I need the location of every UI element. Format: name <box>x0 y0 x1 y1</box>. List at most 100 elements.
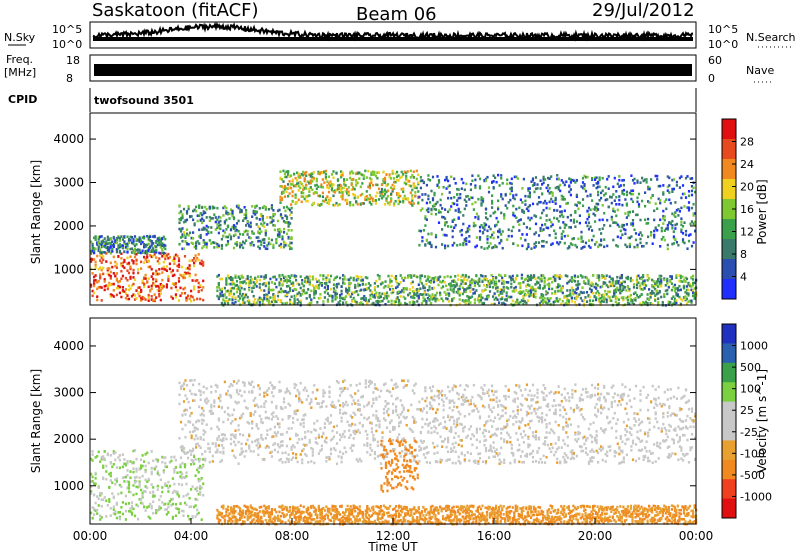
vel-ytick-label-3: 4000 <box>53 339 84 353</box>
vel-colorbar-swatch-7 <box>722 459 736 480</box>
vel-colorbar-tick-label-7: -1000 <box>740 490 772 503</box>
freq-tick-top: 18 <box>66 54 80 67</box>
nsky-left-tick-bottom: 10^0 <box>52 38 82 51</box>
power-colorbar-swatch-6 <box>722 239 736 260</box>
vel-colorbar-tick-label-3: 25 <box>740 404 754 417</box>
vel-colorbar-tick-label-5: -100 <box>740 447 765 460</box>
nsky-strip-frame <box>89 21 697 49</box>
velocity-y-ticks: 1000 2000 3000 4000 <box>53 339 696 493</box>
power-colorbar-tick-label-5: 8 <box>740 248 747 261</box>
nave-tick-top: 60 <box>708 54 722 67</box>
vel-colorbar-frame <box>721 323 737 519</box>
vel-colorbar-swatch-0 <box>722 324 736 344</box>
power-ytick-label-0: 1000 <box>53 262 84 276</box>
freq-strip-frame <box>89 54 697 82</box>
xtick-label-1: 04:00 <box>174 529 209 543</box>
vel-colorbar-swatch-5 <box>722 421 736 441</box>
power-echo-region-3 <box>279 169 420 207</box>
vel-colorbar-tick-label-6: -500 <box>740 469 765 482</box>
nsearch-right-tick-bottom: 10^0 <box>708 38 738 51</box>
velocity-xlabel: Time UT <box>367 540 418 554</box>
power-colorbar-swatch-4 <box>722 199 736 220</box>
nsky-label: N.Sky <box>4 31 36 44</box>
power-colorbar-tick-label-1: 24 <box>740 158 754 171</box>
power-colorbar-swatch-0 <box>722 119 736 140</box>
vel-echo-region-2 <box>380 439 419 493</box>
xtick-label-6: 00:00 <box>679 529 714 543</box>
nsky-trace <box>92 21 694 42</box>
power-colorbar-tick-label-6: 4 <box>740 271 747 284</box>
power-echo-region-4 <box>418 173 697 251</box>
power-ytick-label-3: 4000 <box>53 132 84 146</box>
vel-colorbar-swatch-4 <box>722 401 736 422</box>
freq-unit-label: [MHz] <box>4 66 36 79</box>
power-echo-region-0 <box>90 252 205 303</box>
vel-colorbar-tick-label-4: -25 <box>740 426 758 439</box>
velocity-colorbar-label: Velocity [m s^-1] <box>755 369 769 473</box>
power-colorbar-tick-label-4: 12 <box>740 226 754 239</box>
nave-tick-bottom: 0 <box>708 72 715 85</box>
radar-title: Saskatoon (fitACF) <box>92 0 259 21</box>
power-data-layer <box>90 169 698 307</box>
power-colorbar-swatch-2 <box>722 159 736 180</box>
xtick-label-0: 00:00 <box>73 529 108 543</box>
nsearch-label: N.Search <box>746 31 796 44</box>
nsky-left-tick-top: 10^5 <box>52 23 82 36</box>
freq-band <box>94 64 692 76</box>
power-colorbar-swatch-7 <box>722 259 736 280</box>
vel-echo-region-1 <box>178 378 419 466</box>
power-colorbar: 28 24 20 16 12 8 4 <box>721 118 754 300</box>
power-echo-region-1 <box>90 234 167 255</box>
power-colorbar-swatch-1 <box>722 139 736 160</box>
vel-colorbar-tick-label-1: 500 <box>740 361 761 374</box>
nsky-line <box>92 21 694 42</box>
vel-colorbar-swatch-1 <box>722 343 736 364</box>
nsearch-right-tick-top: 10^5 <box>708 23 738 36</box>
vel-ytick-label-0: 1000 <box>53 479 84 493</box>
power-panel-frame <box>89 112 697 306</box>
power-colorbar-label: Power [dB] <box>755 179 769 244</box>
date-title: 29/Jul/2012 <box>592 0 695 21</box>
cpid-label: CPID <box>8 93 37 106</box>
vel-echo-region-0 <box>90 448 205 521</box>
power-y-ticks: 1000 2000 3000 4000 <box>53 132 696 276</box>
vel-echo-region-4 <box>216 504 698 526</box>
vel-colorbar-swatch-6 <box>722 440 736 461</box>
power-colorbar-swatch-5 <box>722 219 736 240</box>
power-colorbar-tick-label-2: 20 <box>740 181 754 194</box>
xtick-label-4: 16:00 <box>477 529 512 543</box>
power-echo-region-5 <box>216 273 698 307</box>
freq-label: Freq. <box>6 53 33 66</box>
vel-colorbar-tick-label-2: 100 <box>740 383 761 396</box>
beam-title: Beam 06 <box>356 4 437 25</box>
velocity-ylabel: Slant Range [km] <box>29 369 43 473</box>
power-ytick-label-2: 3000 <box>53 176 84 190</box>
power-echo-region-2 <box>178 204 293 251</box>
vel-colorbar-swatch-3 <box>722 382 736 403</box>
vel-ytick-label-1: 2000 <box>53 432 84 446</box>
vel-echo-region-3 <box>418 383 697 466</box>
power-colorbar-swatch-3 <box>722 179 736 200</box>
xtick-label-3: 12:00 <box>376 529 411 543</box>
vel-colorbar-swatch-9 <box>722 498 736 519</box>
vel-colorbar-swatch-8 <box>722 479 736 500</box>
power-colorbar-tick-label-0: 28 <box>740 136 754 149</box>
velocity-colorbar: 1000 500 100 25 -25 -100 -500 -1000 <box>721 323 772 519</box>
vel-colorbar-tick-label-0: 1000 <box>740 340 768 353</box>
freq-tick-bottom: 8 <box>66 72 73 85</box>
nave-label: Nave <box>746 64 774 77</box>
power-ylabel: Slant Range [km] <box>29 160 43 264</box>
vel-ytick-label-2: 3000 <box>53 386 84 400</box>
freq-trace <box>94 64 692 76</box>
velocity-x-ticks: 00:00 04:00 08:00 12:00 16:00 20:00 00:00 <box>73 518 714 543</box>
power-colorbar-swatch-8 <box>722 279 736 300</box>
power-colorbar-tick-label-3: 16 <box>740 203 754 216</box>
xtick-label-5: 20:00 <box>578 529 613 543</box>
xtick-label-2: 08:00 <box>275 529 310 543</box>
vel-colorbar-swatch-2 <box>722 362 736 383</box>
velocity-data-layer <box>90 378 698 526</box>
cpid-value: twofsound 3501 <box>94 94 194 107</box>
power-ytick-label-1: 2000 <box>53 219 84 233</box>
